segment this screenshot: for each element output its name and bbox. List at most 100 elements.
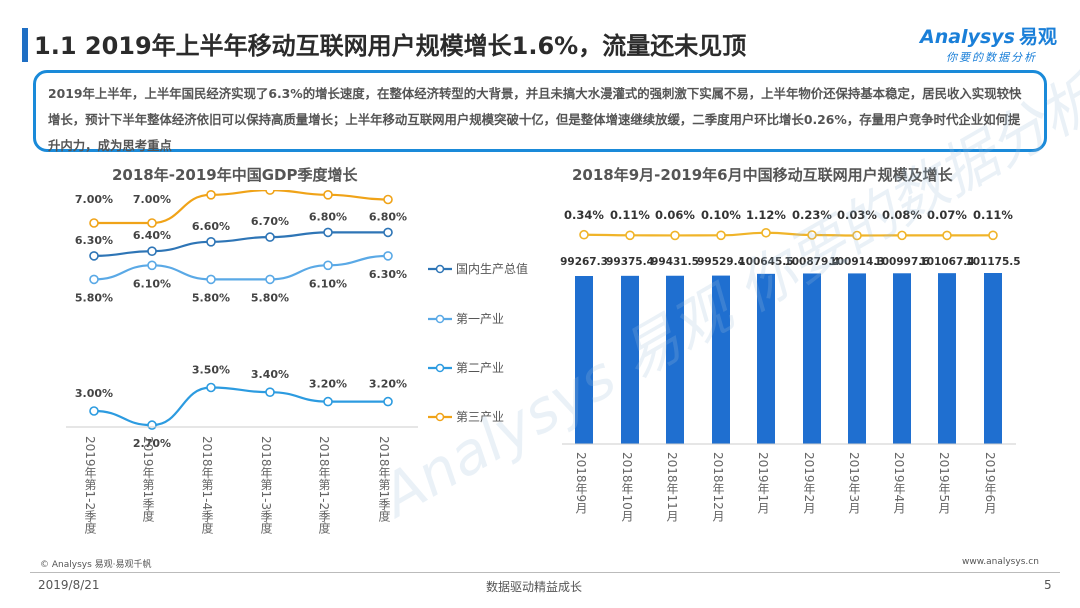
growth-point <box>579 229 589 240</box>
growth-point <box>852 230 862 241</box>
data-point <box>383 227 393 238</box>
footer-date: 2019/8/21 <box>38 578 100 592</box>
bar <box>893 273 911 444</box>
page-number: 5 <box>1044 578 1052 592</box>
growth-label: 0.07% <box>927 208 967 222</box>
bar <box>621 275 639 444</box>
bar <box>757 273 775 444</box>
data-point <box>206 382 216 393</box>
bar <box>848 273 866 444</box>
series-line-1 <box>93 254 389 281</box>
x-tick-label: 2019年5月 <box>937 452 951 515</box>
title-accent-bar <box>22 28 28 62</box>
growth-point <box>807 230 817 240</box>
bar-value-label: 101067.4 <box>919 256 974 268</box>
growth-label: 0.23% <box>792 208 832 222</box>
growth-label: 0.11% <box>973 208 1013 222</box>
data-label: 3.20% <box>369 378 407 391</box>
growth-point <box>942 230 952 241</box>
data-point <box>206 190 216 200</box>
data-point <box>265 387 275 397</box>
x-tick-label: 2019年1月 <box>756 452 770 515</box>
data-point <box>206 274 216 285</box>
data-point <box>147 246 157 257</box>
legend-marker <box>435 314 445 324</box>
gdp-line-chart: 6.30% 6.40% 6.60% 6.70% 6.80% 6.80% 5.80% 6.10%… <box>66 190 528 534</box>
data-point <box>89 406 99 416</box>
users-chart-title: 2018年9月-2019年6月中国移动互联网用户规模及增长 <box>572 166 953 184</box>
users-bar-chart: 99267.399375.499431.599529.4100645.51008… <box>560 208 1020 522</box>
x-tick-label: 2019年6月 <box>983 452 997 515</box>
data-label: 6.10% <box>133 277 171 290</box>
growth-label: 0.08% <box>882 208 922 222</box>
data-point <box>383 251 393 261</box>
x-tick-label: 2018年10月 <box>620 452 634 522</box>
x-tick-label: 2018年第1-4季度 <box>200 436 214 534</box>
bar-value-label: 101175.5 <box>965 256 1020 268</box>
x-tick-label: 2019年第1季度 <box>141 436 155 522</box>
bar-value-label: 99375.4 <box>606 256 654 268</box>
bar <box>938 273 956 444</box>
data-point <box>383 194 393 205</box>
bar-value-label: 99529.4 <box>697 256 745 268</box>
growth-point <box>761 227 771 238</box>
bar <box>666 275 684 444</box>
data-point <box>323 396 333 407</box>
bar-value-label: 100645.5 <box>738 256 793 268</box>
growth-label: 0.06% <box>655 208 695 222</box>
x-tick-label: 2019年2月 <box>802 452 816 515</box>
data-point <box>89 274 99 285</box>
bar <box>984 273 1002 444</box>
data-point <box>265 190 275 195</box>
x-tick-label: 2018年第1-3季度 <box>259 436 273 534</box>
bar-value-label: 99267.3 <box>560 256 608 268</box>
data-label: 6.60% <box>192 220 230 233</box>
x-tick-label: 2018年12月 <box>711 452 725 522</box>
legend-label: 第一产业 <box>456 312 504 326</box>
series-line-2 <box>93 386 388 427</box>
growth-label: 0.11% <box>610 208 650 222</box>
bar <box>712 275 730 444</box>
bar-value-label: 100914.3 <box>829 256 884 268</box>
logo-tagline: 你要的数据分析 <box>946 51 1037 64</box>
data-label: 6.80% <box>309 210 347 223</box>
data-point <box>323 190 333 200</box>
data-label: 3.20% <box>309 378 347 391</box>
growth-label: 0.03% <box>837 208 877 222</box>
growth-point <box>716 230 726 241</box>
summary-text: 2019年上半年，上半年国民经济实现了6.3%的增长速度，在整体经济转型的大背景… <box>48 86 1022 153</box>
x-tick-label: 2018年第1季度 <box>377 436 391 522</box>
data-label: 7.00% <box>75 193 113 206</box>
analysys-logo: Analysys 易观 你要的数据分析 <box>920 22 1060 70</box>
data-point <box>323 260 333 271</box>
bar-value-label: 100997.6 <box>874 256 929 268</box>
bar <box>575 276 593 444</box>
data-label: 6.70% <box>251 215 289 228</box>
summary-box: 2019年上半年，上半年国民经济实现了6.3%的增长速度，在整体经济转型的大背景… <box>33 70 1047 153</box>
data-point <box>383 396 393 407</box>
growth-point <box>625 230 635 241</box>
page-title: 1.1 2019年上半年移动互联网用户规模增长1.6%，流量还未见顶 <box>34 32 747 60</box>
data-label: 5.80% <box>251 291 289 304</box>
bar-value-label: 99431.5 <box>651 256 699 268</box>
growth-label: 0.10% <box>701 208 741 222</box>
data-label: 2.70% <box>133 437 171 450</box>
data-point <box>147 260 157 271</box>
legend-label: 第二产业 <box>456 361 504 375</box>
footer-slogan: 数据驱动精益成长 <box>486 580 583 594</box>
x-tick-label: 2019年第1-2季度 <box>83 436 97 534</box>
bar <box>803 273 821 444</box>
data-label: 6.10% <box>309 277 347 290</box>
data-point <box>206 236 216 247</box>
legend-marker <box>435 264 445 274</box>
data-point <box>265 232 275 242</box>
x-tick-label: 2018年11月 <box>665 452 679 522</box>
footer-url: www.analysys.cn <box>962 557 1039 567</box>
growth-point <box>670 230 680 241</box>
data-label: 3.00% <box>75 387 113 400</box>
growth-point <box>988 230 998 241</box>
legend-label: 国内生产总值 <box>456 261 528 276</box>
data-label: 6.80% <box>369 210 407 223</box>
data-label: 5.80% <box>75 291 113 304</box>
growth-label: 0.34% <box>564 208 604 222</box>
